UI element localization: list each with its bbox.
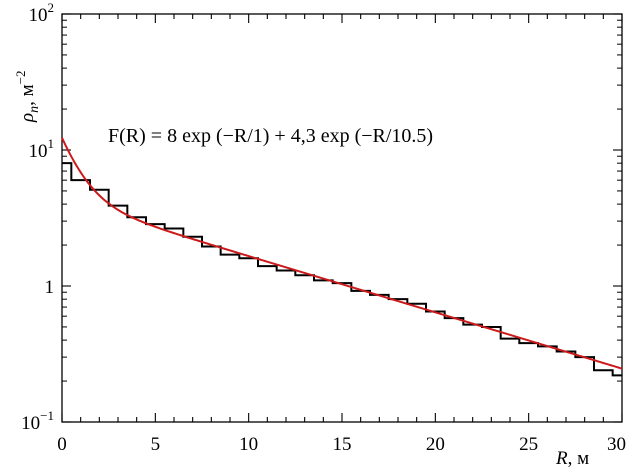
series-layer	[61, 137, 623, 377]
axis-ticks	[61, 13, 623, 423]
y-axis-label: ρn, м−2	[13, 71, 42, 124]
x-tick-label: 25	[519, 434, 538, 455]
x-tick-label: 0	[57, 434, 67, 455]
tick-labels: 0 5 10 15 20 25 30 10−1 1 101 102	[21, 0, 626, 455]
x-tick-label: 15	[333, 434, 352, 455]
x-tick-label: 30	[607, 434, 626, 455]
y-tick-label: 102	[29, 0, 55, 26]
y-tick-label: 101	[29, 136, 55, 162]
x-axis-label: R, м	[555, 448, 589, 469]
y-tick-label: 10−1	[21, 408, 54, 434]
x-tick-label: 5	[151, 434, 161, 455]
annotation-formula: F(R) = 8 exp (−R/1) + 4,3 exp (−R/10.5)	[108, 125, 433, 147]
x-tick-label: 10	[239, 434, 258, 455]
y-tick-label: 1	[45, 277, 55, 298]
fit-curve-series	[61, 137, 623, 370]
x-tick-label: 20	[426, 434, 445, 455]
